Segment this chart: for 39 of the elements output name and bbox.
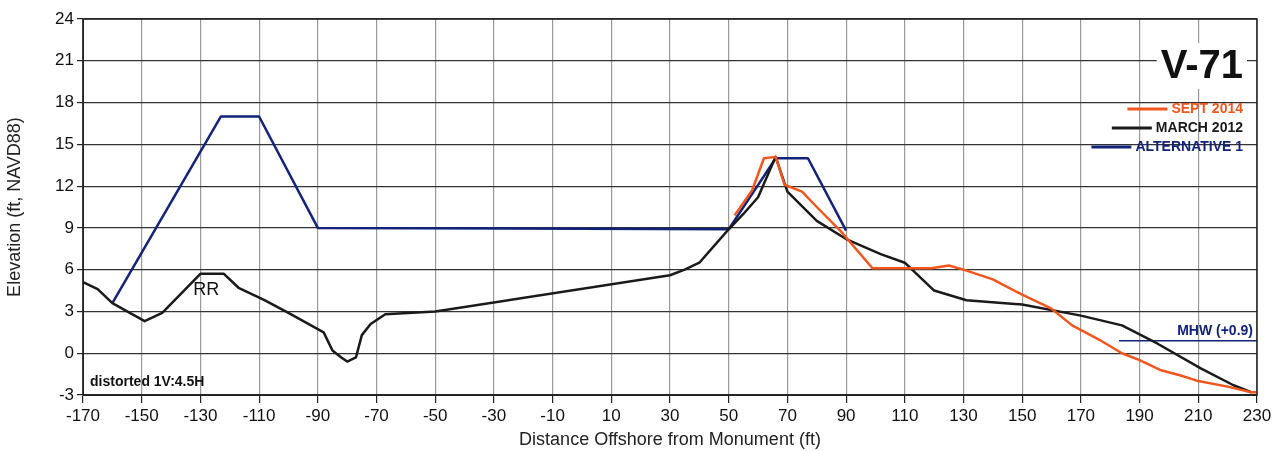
y-tick-label: 9 xyxy=(64,217,74,237)
x-tick-label: 190 xyxy=(1125,405,1154,425)
annotation: MHW (+0.9) xyxy=(1177,321,1253,338)
x-tick-label: 90 xyxy=(836,405,856,425)
x-tick-label: -70 xyxy=(364,405,389,425)
legend-label: SEPT 2014 xyxy=(1171,99,1244,116)
x-tick-label: 110 xyxy=(891,405,919,425)
x-tick-label: 50 xyxy=(719,405,739,425)
x-tick-label: 130 xyxy=(949,405,978,425)
y-tick-label: 6 xyxy=(64,259,74,279)
y-tick-label: 15 xyxy=(55,134,74,154)
text: V-71 xyxy=(1160,42,1243,87)
x-tick-label: 10 xyxy=(601,405,621,425)
x-axis-title: Distance Offshore from Monument (ft) xyxy=(519,429,821,450)
y-tick-label: 18 xyxy=(55,92,74,112)
y-tick-label: 24 xyxy=(55,8,74,28)
x-tick-label: 230 xyxy=(1242,405,1272,425)
y-tick-label: 12 xyxy=(55,175,74,195)
x-tick-label: 30 xyxy=(660,405,680,425)
x-tick-label: -30 xyxy=(481,405,507,425)
annotation: RR xyxy=(193,279,220,300)
x-tick-label: -150 xyxy=(124,405,159,425)
x-tick-label: 70 xyxy=(777,405,797,425)
x-tick-label: 170 xyxy=(1066,405,1096,425)
y-axis-title: Elevation (ft, NAVD88) xyxy=(3,117,24,297)
y-tick-label: 3 xyxy=(64,301,74,321)
x-tick-label: -90 xyxy=(305,405,331,425)
x-tick-label: 210 xyxy=(1184,405,1213,425)
annotation: distorted 1V:4.5H xyxy=(90,373,205,390)
x-tick-label: -130 xyxy=(183,405,218,425)
y-tick-label: 21 xyxy=(55,50,74,70)
x-tick-label: -170 xyxy=(65,405,101,425)
x-tick-label: -110 xyxy=(242,405,276,425)
y-tick-label: -3 xyxy=(58,384,74,404)
x-tick-label: -50 xyxy=(422,405,448,425)
y-tick-label: 0 xyxy=(64,342,74,362)
x-tick-label: 150 xyxy=(1008,405,1037,425)
legend-label: MARCH 2012 xyxy=(1155,118,1244,135)
x-tick-label: -10 xyxy=(540,405,565,425)
